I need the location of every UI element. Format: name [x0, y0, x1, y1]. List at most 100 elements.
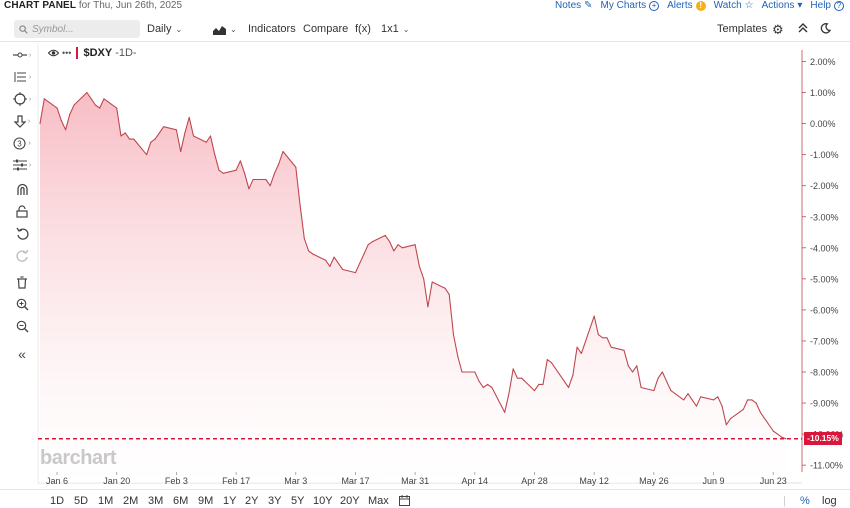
arrow-tool[interactable]: › — [8, 112, 36, 130]
price-line — [39, 91, 787, 440]
data-point — [414, 244, 416, 246]
range-2y-button[interactable]: 2Y — [245, 495, 259, 507]
alerts-link[interactable]: Alerts ! — [667, 0, 706, 11]
x-tick-label: May 12 — [579, 476, 609, 486]
undo-button[interactable] — [8, 224, 36, 242]
y-tick-label: -9.00% — [810, 399, 839, 409]
actions-menu[interactable]: Actions ▾ — [762, 0, 803, 11]
range-6m-button[interactable]: 6M — [173, 495, 189, 507]
data-point — [184, 132, 186, 134]
chevron-down-icon: ⌄ — [402, 25, 410, 34]
range-3m-button[interactable]: 3M — [148, 495, 164, 507]
notes-link[interactable]: Notes ✎ — [555, 0, 593, 11]
collapse-button[interactable] — [798, 23, 808, 33]
data-point — [427, 306, 429, 308]
data-point — [116, 107, 118, 109]
my-charts-link[interactable]: My Charts + — [601, 0, 660, 11]
compare-button[interactable]: Compare — [303, 23, 348, 36]
data-point — [363, 253, 365, 255]
help-label: Help — [810, 0, 831, 11]
data-point — [371, 241, 374, 243]
layout-dropdown[interactable]: 1x1 ⌄ — [381, 23, 409, 36]
x-tick-label: May 26 — [639, 476, 669, 486]
range-9m-button[interactable]: 9M — [198, 495, 214, 507]
magnet-tool[interactable] — [8, 180, 36, 198]
eye-icon[interactable] — [48, 49, 59, 57]
double-chevron-up-icon — [798, 23, 808, 33]
symbol-search-input[interactable]: Symbol... — [14, 20, 140, 38]
notes-label: Notes — [555, 0, 582, 11]
actions-label: Actions — [761, 0, 795, 11]
x-tick-label: Apr 28 — [521, 476, 548, 486]
data-point — [640, 386, 642, 389]
data-point — [354, 272, 357, 274]
delete-drawings-button[interactable] — [8, 273, 36, 291]
lock-tool[interactable] — [8, 202, 36, 220]
data-point — [712, 399, 715, 401]
data-point — [73, 104, 75, 106]
help-link[interactable]: Help ? — [810, 0, 844, 11]
data-points — [39, 91, 787, 440]
x-tick-label: Feb 17 — [222, 476, 250, 486]
data-point — [418, 265, 420, 267]
data-point — [39, 123, 41, 125]
range-5d-button[interactable]: 5D — [74, 495, 89, 507]
barchart-logo: barchart — [40, 447, 117, 469]
watch-link[interactable]: Watch ☆ — [714, 0, 754, 11]
collapse-sidebar-button[interactable]: « — [8, 345, 36, 363]
calendar-icon[interactable] — [399, 495, 410, 506]
indicators-button[interactable]: Indicators — [248, 23, 296, 36]
range-2m-button[interactable]: 2M — [123, 495, 139, 507]
data-point — [508, 393, 510, 395]
dark-mode-toggle[interactable] — [820, 23, 831, 34]
data-point — [717, 396, 719, 398]
crosshair-tool[interactable]: › — [8, 46, 36, 64]
settings-button[interactable]: ⚙ — [772, 23, 784, 36]
data-point — [602, 337, 604, 339]
shape-tool[interactable]: › — [8, 90, 36, 108]
chevron-right-icon: › — [28, 51, 32, 59]
data-point — [474, 371, 476, 373]
more-options-icon[interactable]: ••• — [62, 48, 72, 58]
price-area — [40, 92, 786, 483]
templates-button[interactable]: Templates — [717, 23, 767, 36]
data-point — [56, 107, 58, 109]
data-point — [751, 399, 753, 401]
range-10y-button[interactable]: 10Y — [313, 495, 333, 507]
caret-down-icon: ▾ — [797, 0, 803, 11]
y-axis: 2.00% 1.00% 0.00% -1.00% -2.00% -3.00% -4.00% -… — [802, 57, 844, 471]
percent-scale-toggle[interactable]: % — [800, 495, 810, 507]
y-tick-label: -7.00% — [810, 336, 839, 346]
data-point — [482, 386, 484, 389]
data-point — [94, 104, 96, 106]
log-scale-toggle[interactable]: log — [822, 495, 837, 507]
interval-dropdown[interactable]: Daily ⌄ — [147, 23, 182, 36]
range-1d-button[interactable]: 1D — [50, 495, 65, 507]
range-5y-button[interactable]: 5Y — [291, 495, 305, 507]
redo-button[interactable] — [8, 246, 36, 264]
data-point — [504, 411, 506, 413]
function-button[interactable]: f(x) — [355, 23, 371, 36]
range-3y-button[interactable]: 3Y — [268, 495, 282, 507]
data-point — [342, 268, 344, 271]
chevron-right-icon: › — [28, 95, 32, 103]
x-tick-label: Jun 23 — [760, 476, 787, 486]
chart-legend[interactable]: ••• $DXY -1D- — [48, 47, 137, 59]
data-point — [546, 359, 548, 361]
zoom-out-button[interactable] — [8, 317, 36, 335]
fib-tool[interactable]: › — [8, 68, 36, 86]
measure-tool[interactable]: › — [8, 156, 36, 174]
data-point — [401, 247, 403, 249]
range-1y-button[interactable]: 1Y — [223, 495, 237, 507]
y-tick-label: 0.00% — [810, 119, 836, 129]
data-point — [491, 386, 493, 389]
data-point — [755, 402, 757, 404]
chart-type-dropdown[interactable]: ⌄ — [213, 23, 237, 36]
zoom-in-button[interactable] — [8, 295, 36, 313]
range-20y-button[interactable]: 20Y — [340, 495, 360, 507]
chevron-down-icon: ⌄ — [230, 25, 237, 34]
range-1m-button[interactable]: 1M — [98, 495, 114, 507]
zoom-in-icon — [16, 298, 28, 310]
count-tool[interactable]: 3 › — [8, 134, 36, 152]
range-max-button[interactable]: Max — [368, 495, 389, 507]
